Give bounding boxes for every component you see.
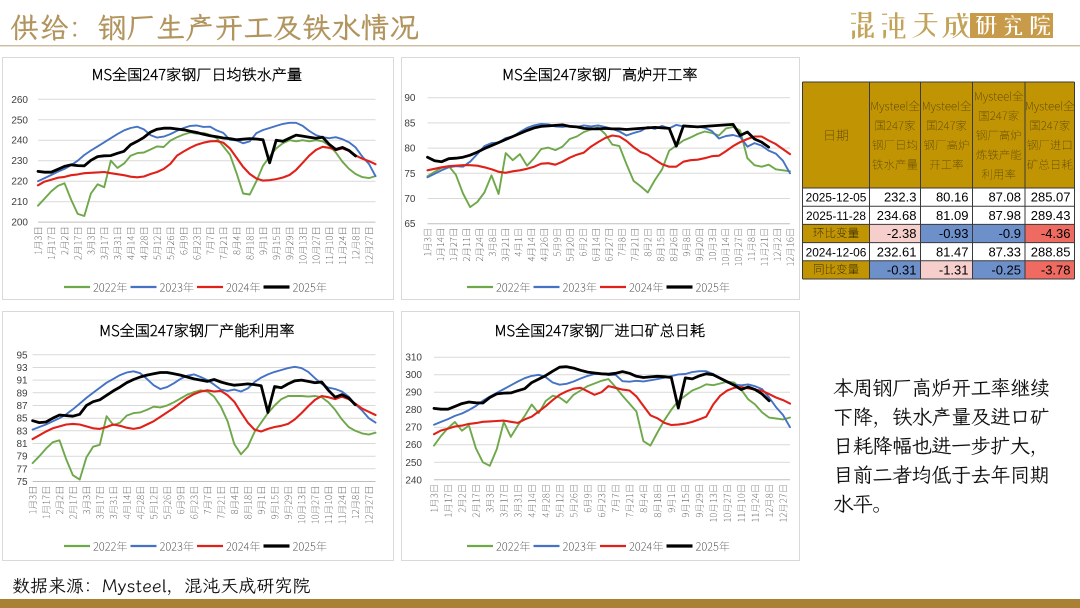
svg-text:70: 70 <box>404 194 416 205</box>
svg-text:-0.25: -0.25 <box>991 263 1021 278</box>
svg-text:234.68: 234.68 <box>877 208 917 223</box>
svg-text:-2.38: -2.38 <box>887 226 917 241</box>
svg-text:310: 310 <box>405 353 422 364</box>
svg-text:240: 240 <box>11 136 28 147</box>
svg-text:285.07: 285.07 <box>1031 190 1071 205</box>
svg-text:81.47: 81.47 <box>936 244 969 259</box>
svg-text:65: 65 <box>404 219 416 230</box>
svg-text:260: 260 <box>11 95 28 106</box>
svg-text:-4.36: -4.36 <box>1041 226 1071 241</box>
svg-text:288.85: 288.85 <box>1031 244 1071 259</box>
svg-text:2025-11-28: 2025-11-28 <box>806 209 866 223</box>
svg-text:2024-12-06: 2024-12-06 <box>806 245 867 259</box>
svg-text:270: 270 <box>405 423 422 434</box>
svg-text:290: 290 <box>405 388 422 399</box>
svg-text:87.33: 87.33 <box>988 244 1021 259</box>
svg-text:232.61: 232.61 <box>877 244 917 259</box>
svg-text:77: 77 <box>16 464 28 475</box>
svg-text:80.16: 80.16 <box>936 190 969 205</box>
svg-text:85: 85 <box>16 414 28 425</box>
svg-text:95: 95 <box>16 350 28 361</box>
svg-text:81: 81 <box>16 439 28 450</box>
svg-text:232.3: 232.3 <box>884 190 917 205</box>
svg-text:93: 93 <box>16 363 28 374</box>
svg-text:80: 80 <box>404 144 416 155</box>
svg-text:79: 79 <box>16 452 28 463</box>
svg-text:-3.78: -3.78 <box>1041 263 1071 278</box>
svg-text:90: 90 <box>404 93 416 104</box>
svg-text:210: 210 <box>11 197 28 208</box>
svg-text:81.09: 81.09 <box>936 208 969 223</box>
svg-text:85: 85 <box>404 118 416 129</box>
svg-text:250: 250 <box>11 115 28 126</box>
svg-text:-1.31: -1.31 <box>939 263 969 278</box>
svg-text:289.43: 289.43 <box>1031 208 1071 223</box>
svg-text:260: 260 <box>405 440 422 451</box>
svg-text:280: 280 <box>405 405 422 416</box>
svg-text:-0.31: -0.31 <box>887 263 917 278</box>
svg-text:-0.93: -0.93 <box>939 226 969 241</box>
svg-text:230: 230 <box>11 156 28 167</box>
svg-text:250: 250 <box>405 458 422 469</box>
svg-text:2025-12-05: 2025-12-05 <box>806 191 867 205</box>
svg-text:91: 91 <box>16 376 28 387</box>
svg-text:300: 300 <box>405 370 422 381</box>
svg-text:89: 89 <box>16 388 28 399</box>
svg-text:83: 83 <box>16 426 28 437</box>
svg-text:-0.9: -0.9 <box>999 226 1021 241</box>
svg-text:200: 200 <box>11 218 28 229</box>
svg-text:87: 87 <box>16 401 28 412</box>
svg-text:240: 240 <box>405 475 422 486</box>
svg-text:220: 220 <box>11 177 28 188</box>
svg-text:75: 75 <box>404 169 416 180</box>
svg-text:87.98: 87.98 <box>988 208 1021 223</box>
svg-text:75: 75 <box>16 477 28 488</box>
svg-text:87.08: 87.08 <box>988 190 1021 205</box>
